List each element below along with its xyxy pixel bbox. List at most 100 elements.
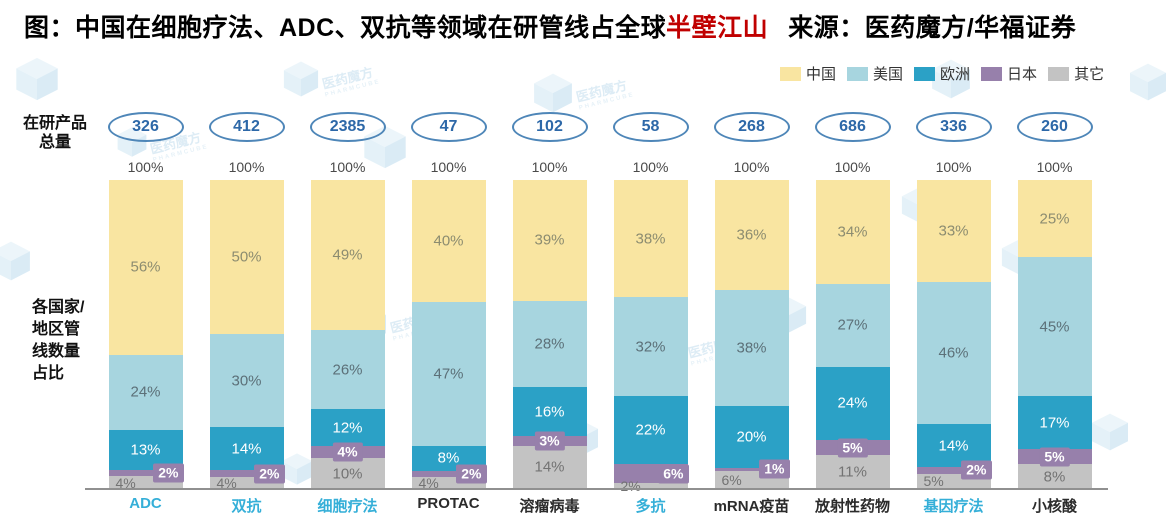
category-label: ADC [129, 495, 162, 512]
bar-segment-europe: 24% [815, 366, 890, 440]
total-oval: 326 [107, 112, 184, 142]
bar-segment-usa: 28% [512, 300, 587, 387]
legend-item: 美国 [847, 63, 903, 84]
segment-value-label: 45% [1039, 318, 1070, 336]
total-oval: 47 [410, 112, 487, 142]
stacked-bar: 40% 47% 8% 2% 4% [411, 180, 487, 491]
bar-segment-japan: 2% [916, 460, 992, 480]
title-highlight: 半壁江山 [666, 14, 769, 42]
bar-segment-japan: 2% [209, 464, 285, 484]
segment-value-label: 25% [1039, 210, 1070, 228]
segment-value-label: 50% [231, 248, 262, 266]
stacked-bar: 36% 38% 20% 1% 6% [714, 180, 790, 489]
segment-value-label: 46% [938, 344, 969, 362]
legend-swatch [914, 66, 936, 81]
segment-value-label: 1% [759, 459, 790, 479]
stacked-bar: 50% 30% 14% 2% 4% [209, 180, 285, 491]
bar-segment-usa: 26% [310, 329, 385, 410]
total-oval: 686 [814, 112, 891, 142]
chart-column: 336 100% 33% 46% 14% 2% 5% 基因疗法 [903, 112, 1004, 516]
segment-value-label: 3% [534, 431, 565, 451]
bar-segment-usa: 47% [411, 302, 486, 447]
legend-label: 中国 [806, 66, 837, 83]
category-label: 溶瘤病毒 [519, 498, 580, 515]
segment-value-label: 2% [620, 477, 641, 494]
bar-top-label: 100% [935, 159, 972, 175]
bar-top-label: 100% [228, 159, 265, 175]
chart-column: 326 100% 56% 24% 13% 2% 4% ADC [95, 112, 196, 516]
segment-value-label: 38% [736, 339, 767, 357]
axis-label-totals: 在研产品 总量 [22, 115, 87, 151]
segment-value-label: 11% [838, 463, 867, 481]
segment-value-label: 30% [231, 372, 262, 390]
total-oval: 268 [713, 112, 790, 142]
chart-column: 260 100% 25% 45% 17% 5% 8% 小核酸 [1004, 112, 1105, 516]
segment-value-label: 6% [721, 471, 742, 488]
segment-value-label: 6% [658, 464, 689, 484]
bar-segment-japan: 6% [613, 464, 689, 484]
bar-segment-japan: 5% [815, 438, 890, 458]
bar-segment-other: 14% [512, 445, 587, 489]
bar-segment-other: 11% [815, 455, 890, 489]
bar-segment-china: 38% [613, 180, 688, 298]
stacked-bar: 25% 45% 17% 5% 8% [1017, 180, 1092, 490]
chart-column: 47 100% 40% 47% 8% 2% 4% PROTAC [398, 112, 499, 516]
chart-columns: 326 100% 56% 24% 13% 2% 4% ADC 412 100% 50% 30% 14% 2… [95, 112, 1105, 516]
total-oval: 336 [915, 112, 992, 142]
segment-value-label: 12% [332, 419, 363, 437]
total-oval: 412 [208, 112, 285, 142]
bar-segment-china: 33% [916, 180, 991, 282]
bar-segment-japan: 5% [1017, 447, 1092, 467]
bar-top-label: 100% [834, 159, 871, 175]
segment-value-label: 47% [433, 365, 464, 383]
bar-segment-china: 40% [411, 180, 486, 303]
bar-top-label: 100% [430, 159, 467, 175]
bar-segment-europe: 13% [108, 429, 183, 471]
watermark-cube-icon [0, 240, 32, 282]
watermark-cube-icon [1128, 62, 1168, 102]
legend-swatch [780, 66, 801, 81]
chart-column: 102 100% 39% 28% 16% 3% 14% 溶瘤病毒 [499, 112, 600, 516]
bar-segment-china: 34% [815, 180, 890, 284]
segment-value-label: 39% [534, 231, 565, 249]
segment-value-label: 2% [456, 464, 487, 484]
bar-segment-china: 56% [108, 180, 183, 355]
bar-segment-china: 50% [209, 180, 284, 335]
bar-segment-europe: 16% [512, 387, 587, 437]
bar-segment-japan: 3% [512, 431, 587, 451]
bar-top-label: 100% [127, 159, 164, 175]
chart-column: 58 100% 38% 32% 22% 6% 2% 多抗 [600, 112, 701, 516]
bar-segment-europe: 12% [310, 409, 385, 447]
segment-value-label: 4% [115, 474, 136, 491]
segment-value-label: 49% [332, 246, 363, 264]
stacked-bar: 33% 46% 14% 2% 5% [916, 180, 992, 489]
segment-value-label: 14% [938, 437, 969, 455]
legend-swatch [981, 66, 1003, 81]
segment-value-label: 28% [534, 335, 565, 353]
legend-label: 日本 [1007, 66, 1038, 83]
legend-item: 日本 [981, 63, 1037, 84]
bar-top-label: 100% [329, 159, 366, 175]
bar-top-label: 100% [733, 159, 770, 175]
segment-value-label: 33% [938, 222, 969, 240]
category-label: mRNA疫苗 [713, 498, 790, 515]
legend-swatch [1048, 66, 1070, 81]
bar-segment-europe: 14% [916, 424, 991, 468]
category-label: 多抗 [635, 498, 666, 515]
segment-value-label: 5% [837, 438, 868, 458]
legend-item: 欧洲 [914, 63, 970, 84]
bar-segment-china: 39% [512, 180, 587, 301]
total-oval: 102 [511, 112, 588, 142]
bar-top-label: 100% [1036, 159, 1073, 175]
category-label: 基因疗法 [923, 498, 984, 515]
category-label: 小核酸 [1031, 498, 1077, 515]
bar-segment-japan: 2% [411, 464, 487, 484]
watermark-cube-icon [14, 56, 60, 102]
segment-value-label: 10% [332, 465, 363, 483]
bar-segment-usa: 32% [613, 297, 688, 397]
segment-value-label: 27% [837, 316, 868, 334]
total-oval: 2385 [309, 112, 386, 142]
chart-column: 412 100% 50% 30% 14% 2% 4% 双抗 [196, 112, 297, 516]
bar-segment-usa: 38% [714, 290, 789, 407]
